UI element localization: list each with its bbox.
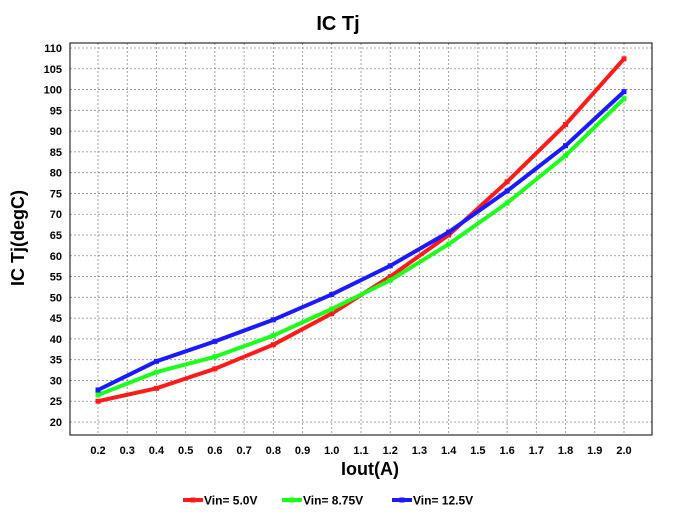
x-tick-label: 1.2: [383, 445, 398, 457]
x-tick-label: 1.5: [470, 445, 485, 457]
chart-title: IC Tj: [316, 13, 359, 35]
data-point: [153, 369, 159, 375]
data-point: [446, 229, 452, 235]
data-point: [621, 56, 627, 62]
data-point: [329, 306, 335, 312]
data-point: [504, 200, 510, 206]
series-2: [95, 96, 627, 398]
y-tick-label: 25: [50, 396, 62, 408]
legend-item: Vin= 5.0V: [183, 494, 257, 508]
x-tick-label: 0.7: [236, 445, 251, 457]
data-point: [270, 342, 276, 348]
legend-item: Vin= 12.5V: [392, 494, 473, 508]
x-tick-label: 0.4: [149, 445, 165, 457]
y-tick-label: 75: [50, 188, 62, 200]
x-tick-label: 0.9: [295, 445, 310, 457]
data-point: [212, 354, 218, 360]
series-line: [97, 90, 626, 392]
data-point: [95, 387, 101, 393]
y-tick-label: 95: [50, 105, 62, 117]
x-tick-label: 2.0: [616, 445, 631, 457]
data-point: [153, 385, 159, 391]
data-point: [446, 241, 452, 247]
plot-frame: [69, 42, 653, 436]
series-line: [97, 57, 626, 404]
x-tick-label: 1.3: [412, 445, 427, 457]
data-point: [387, 274, 393, 280]
data-point: [95, 398, 101, 404]
series-group: [95, 56, 627, 404]
x-axis-ticks: 0.2 0.3 0.4 0.5 0.6 0.7 0.8 0.9 1.0 1.1 1.2 1.3 1.4 1…: [90, 445, 631, 457]
y-tick-label: 110: [44, 43, 62, 55]
y-tick-label: 45: [50, 313, 62, 325]
y-tick-label: 90: [50, 126, 62, 138]
series-line: [97, 97, 626, 397]
x-tick-label: 0.3: [120, 445, 135, 457]
y-tick-label: 20: [50, 417, 62, 429]
x-axis-label: Iout(A): [341, 459, 399, 479]
data-point: [504, 179, 510, 185]
grid: [70, 43, 652, 435]
y-axis-ticks: 20 25 30 35 40 45 50 55 60 65 70 75 80 85 90 95 100 105 11…: [44, 43, 62, 429]
y-tick-label: 35: [50, 355, 62, 367]
x-tick-label: 1.1: [353, 445, 368, 457]
legend-label: Vin= 8.75V: [303, 494, 363, 508]
x-tick-label: 1.4: [441, 445, 457, 457]
y-tick-label: 50: [50, 292, 62, 304]
legend-marker: [289, 497, 295, 503]
x-tick-label: 0.8: [266, 445, 281, 457]
y-tick-label: 80: [50, 168, 62, 180]
y-tick-label: 100: [44, 85, 62, 97]
x-tick-label: 1.8: [558, 445, 573, 457]
data-point: [563, 121, 569, 127]
data-point: [153, 358, 159, 364]
y-tick-label: 55: [50, 272, 62, 284]
data-point: [212, 366, 218, 372]
data-point: [212, 338, 218, 344]
x-tick-label: 0.5: [178, 445, 193, 457]
data-point: [95, 392, 101, 398]
y-tick-label: 65: [50, 230, 62, 242]
data-point: [329, 311, 335, 317]
data-point: [329, 291, 335, 297]
legend: Vin= 5.0V Vin= 8.75V Vin= 12.5V: [183, 494, 473, 508]
legend-marker: [190, 497, 196, 503]
data-point: [504, 188, 510, 194]
y-axis-label: IC Tj(degC): [8, 190, 28, 286]
data-point: [270, 317, 276, 323]
data-point: [621, 96, 627, 102]
y-tick-label: 40: [50, 334, 62, 346]
data-point: [270, 333, 276, 339]
x-tick-label: 1.0: [324, 445, 339, 457]
x-tick-label: 1.7: [529, 445, 544, 457]
y-tick-label: 30: [50, 375, 62, 387]
y-tick-label: 85: [50, 147, 62, 159]
data-point: [387, 263, 393, 269]
x-tick-label: 1.9: [587, 445, 602, 457]
x-tick-label: 0.2: [90, 445, 105, 457]
legend-label: Vin= 5.0V: [204, 494, 257, 508]
x-tick-label: 0.6: [207, 445, 222, 457]
data-point: [563, 153, 569, 159]
y-tick-label: 70: [50, 209, 62, 221]
series-3: [95, 89, 627, 393]
legend-label: Vin= 12.5V: [413, 494, 473, 508]
y-tick-label: 105: [44, 64, 62, 76]
data-point: [621, 89, 627, 95]
legend-marker: [399, 497, 405, 503]
y-tick-label: 60: [50, 251, 62, 263]
x-tick-label: 1.6: [499, 445, 514, 457]
data-point: [446, 232, 452, 238]
legend-item: Vin= 8.75V: [282, 494, 363, 508]
data-point: [387, 277, 393, 283]
data-point: [563, 143, 569, 149]
